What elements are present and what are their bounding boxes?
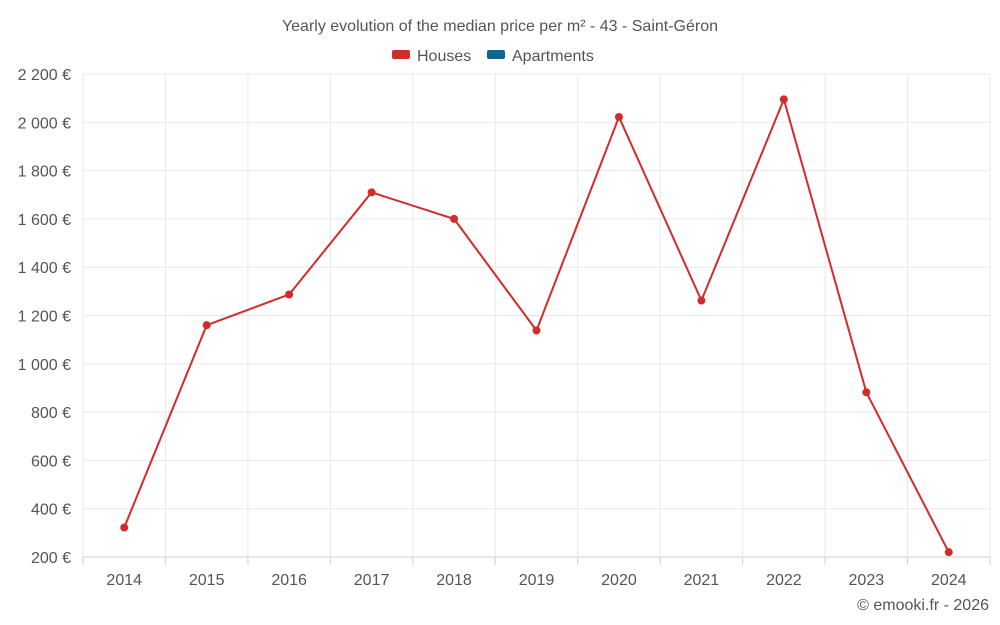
y-tick-label: 600 €	[31, 453, 71, 470]
data-point-2020[interactable]	[614, 112, 623, 121]
x-tick-label: 2017	[354, 572, 390, 589]
data-point-2018[interactable]	[450, 214, 459, 223]
x-tick-label: 2020	[601, 572, 637, 589]
y-tick-label: 2 200 €	[18, 67, 71, 84]
grid	[82, 73, 991, 558]
legend-swatch-apartments	[487, 50, 505, 59]
x-tick-label: 2022	[766, 572, 802, 589]
x-tick-label: 2023	[849, 572, 885, 589]
y-tick-label: 1 800 €	[18, 164, 71, 181]
x-tick-label: 2021	[684, 572, 720, 589]
chart-title: Yearly evolution of the median price per…	[282, 18, 718, 35]
data-point-2022[interactable]	[779, 95, 788, 104]
legend-item-apartments[interactable]: Apartments	[487, 48, 594, 65]
data-point-2015[interactable]	[202, 321, 211, 330]
x-tick-label: 2024	[931, 572, 967, 589]
legend: Houses Apartments	[392, 48, 594, 65]
data-point-2023[interactable]	[862, 388, 871, 397]
legend-item-houses[interactable]: Houses	[392, 48, 471, 65]
x-tick-label: 2014	[106, 572, 142, 589]
x-tick-label: 2018	[436, 572, 472, 589]
y-tick-label: 2 000 €	[18, 115, 71, 132]
data-point-2024[interactable]	[944, 548, 953, 557]
y-axis: 200 € 400 € 600 € 800 € 1 000 € 1 200 € 1 400 …	[18, 67, 71, 567]
legend-swatch-houses	[392, 50, 410, 59]
data-point-2019[interactable]	[532, 326, 541, 335]
data-point-2016[interactable]	[285, 290, 294, 299]
data-point-2017[interactable]	[367, 188, 376, 197]
series-houses	[120, 95, 953, 557]
data-point-2021[interactable]	[697, 296, 706, 305]
legend-label-houses: Houses	[417, 48, 471, 65]
y-tick-label: 1 600 €	[18, 212, 71, 229]
y-tick-label: 800 €	[31, 405, 71, 422]
x-tick-label: 2016	[271, 572, 307, 589]
legend-label-apartments: Apartments	[512, 48, 594, 65]
x-tick-label: 2019	[519, 572, 555, 589]
y-tick-label: 1 400 €	[18, 260, 71, 277]
data-point-2014[interactable]	[120, 523, 129, 532]
y-tick-label: 400 €	[31, 502, 71, 519]
x-tick-label: 2015	[189, 572, 225, 589]
y-tick-label: 1 000 €	[18, 357, 71, 374]
y-tick-label: 1 200 €	[18, 309, 71, 326]
y-tick-label: 200 €	[31, 550, 71, 567]
credit: © emooki.fr - 2026	[857, 597, 989, 614]
x-axis: 2014 2015 2016 2017 2018 2019 2020 2021 2022 2023…	[82, 557, 991, 589]
